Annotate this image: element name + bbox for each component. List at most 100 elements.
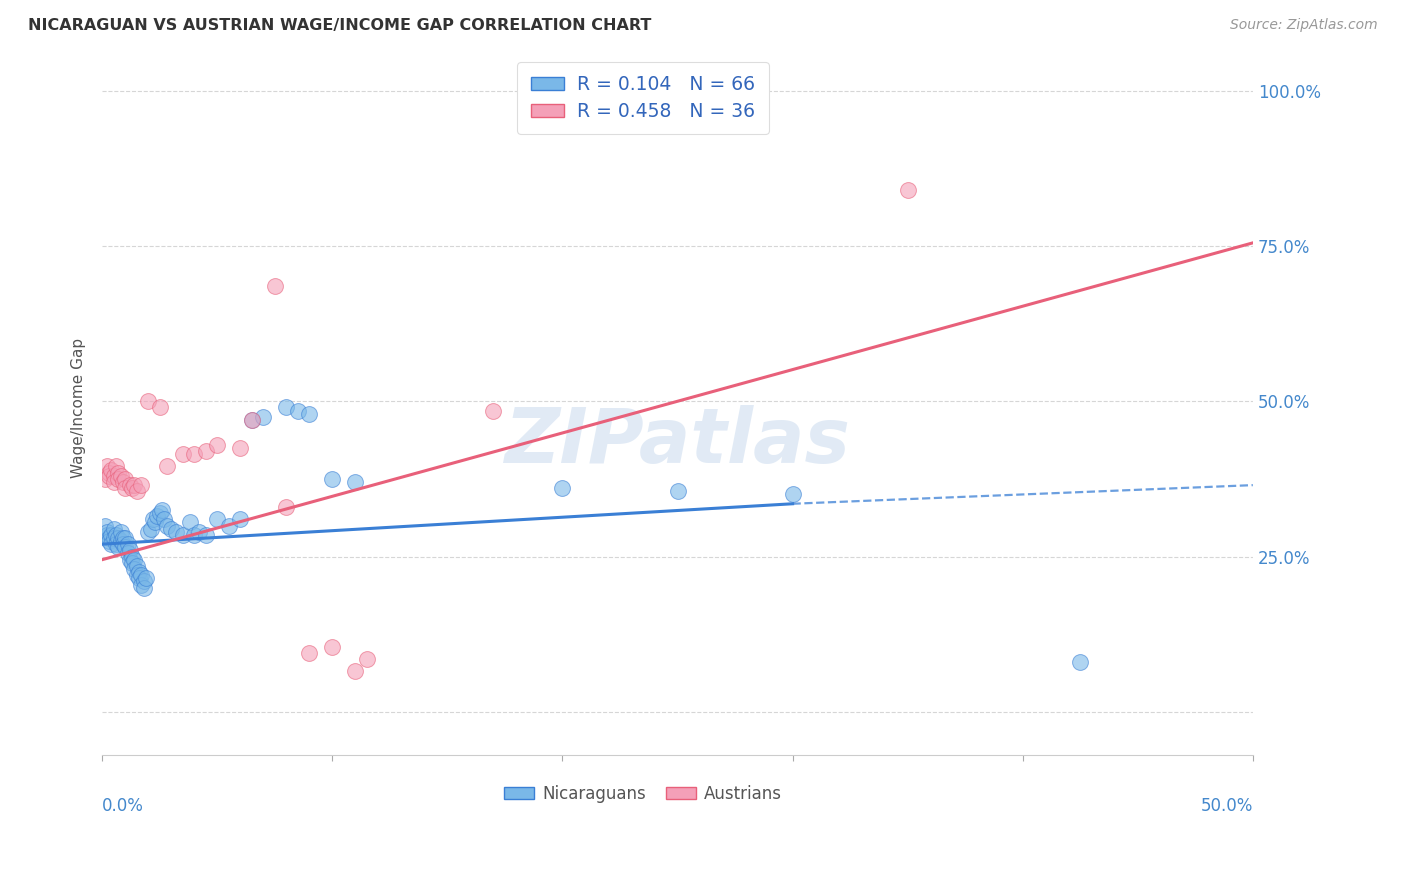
Point	[1069, 655, 1091, 669]
Point	[240, 413, 263, 427]
Point	[103, 468, 125, 483]
Point	[117, 537, 139, 551]
Point	[100, 537, 122, 551]
Point	[194, 444, 217, 458]
Point	[179, 516, 201, 530]
Point	[218, 518, 240, 533]
Point	[125, 484, 148, 499]
Point	[131, 577, 153, 591]
Point	[172, 447, 194, 461]
Point	[344, 475, 367, 489]
Point	[121, 549, 143, 564]
Point	[150, 503, 173, 517]
Y-axis label: Wage/Income Gap: Wage/Income Gap	[72, 337, 86, 477]
Point	[551, 481, 574, 495]
Point	[107, 531, 129, 545]
Point	[229, 512, 252, 526]
Point	[207, 512, 229, 526]
Point	[897, 183, 920, 197]
Point	[207, 438, 229, 452]
Point	[124, 478, 146, 492]
Point	[187, 524, 209, 539]
Text: Source: ZipAtlas.com: Source: ZipAtlas.com	[1230, 18, 1378, 32]
Point	[146, 509, 169, 524]
Legend: Nicaraguans, Austrians: Nicaraguans, Austrians	[498, 779, 789, 810]
Point	[111, 475, 134, 489]
Point	[240, 413, 263, 427]
Point	[356, 652, 378, 666]
Point	[96, 528, 118, 542]
Point	[165, 524, 187, 539]
Point	[98, 468, 121, 483]
Point	[100, 528, 122, 542]
Point	[103, 522, 125, 536]
Point	[153, 512, 176, 526]
Point	[276, 500, 298, 514]
Point	[111, 537, 134, 551]
Point	[263, 279, 285, 293]
Point	[666, 484, 689, 499]
Point	[107, 466, 129, 480]
Point	[114, 541, 136, 555]
Point	[125, 568, 148, 582]
Point	[143, 516, 166, 530]
Point	[183, 447, 205, 461]
Point	[139, 522, 162, 536]
Point	[156, 518, 179, 533]
Point	[111, 531, 134, 545]
Point	[344, 665, 367, 679]
Text: ZIPatlas: ZIPatlas	[505, 405, 851, 479]
Point	[114, 472, 136, 486]
Point	[118, 543, 141, 558]
Point	[131, 478, 153, 492]
Point	[105, 459, 128, 474]
Point	[98, 531, 121, 545]
Point	[96, 524, 118, 539]
Point	[136, 524, 159, 539]
Point	[121, 556, 143, 570]
Point	[105, 537, 128, 551]
Point	[100, 462, 122, 476]
Point	[149, 506, 172, 520]
Point	[124, 562, 146, 576]
Point	[136, 394, 159, 409]
Point	[298, 407, 321, 421]
Point	[276, 401, 298, 415]
Point	[103, 475, 125, 489]
Point	[229, 441, 252, 455]
Point	[107, 541, 129, 555]
Point	[172, 528, 194, 542]
Point	[118, 552, 141, 566]
Point	[117, 546, 139, 560]
Point	[132, 581, 155, 595]
Point	[121, 481, 143, 495]
Point	[287, 403, 309, 417]
Point	[194, 528, 217, 542]
Point	[128, 571, 150, 585]
Point	[321, 640, 343, 654]
Point	[118, 478, 141, 492]
Point	[321, 472, 343, 486]
Point	[482, 403, 505, 417]
Point	[252, 409, 274, 424]
Point	[93, 518, 115, 533]
Point	[124, 552, 146, 566]
Point	[98, 534, 121, 549]
Point	[183, 528, 205, 542]
Point	[135, 571, 157, 585]
Point	[110, 534, 132, 549]
Point	[128, 565, 150, 579]
Point	[131, 568, 153, 582]
Point	[114, 531, 136, 545]
Point	[149, 401, 172, 415]
Point	[107, 472, 129, 486]
Point	[110, 524, 132, 539]
Point	[156, 459, 179, 474]
Point	[105, 528, 128, 542]
Point	[114, 481, 136, 495]
Point	[142, 512, 165, 526]
Point	[93, 472, 115, 486]
Point	[98, 466, 121, 480]
Point	[298, 646, 321, 660]
Text: 50.0%: 50.0%	[1201, 797, 1253, 815]
